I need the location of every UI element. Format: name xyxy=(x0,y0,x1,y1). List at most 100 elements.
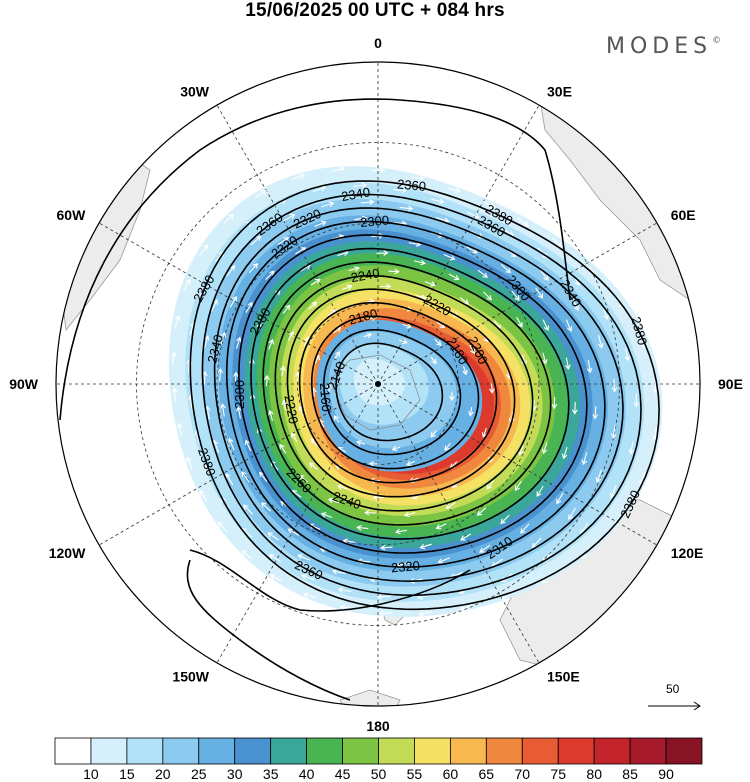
wind-arrow xyxy=(337,484,348,490)
contour-label-text: 2240 xyxy=(350,265,381,285)
wind-arrow xyxy=(287,528,300,536)
wind-arrow xyxy=(434,338,442,346)
colorbar-box-13 xyxy=(521,737,559,765)
longitude-label-150E: 150E xyxy=(547,669,580,685)
wind-arrow xyxy=(571,298,580,311)
wind-arrow xyxy=(204,334,210,349)
wind-arrow xyxy=(265,270,275,280)
wind-arrow xyxy=(500,514,510,525)
wind-arrow xyxy=(624,347,631,362)
contour-label: 2240 xyxy=(350,265,381,285)
wind-arrow xyxy=(348,266,360,272)
wind-arrow xyxy=(486,480,495,490)
contour-2360 xyxy=(201,193,642,597)
longitude-label-90E: 90E xyxy=(718,376,743,392)
colorbar-box-10 xyxy=(414,737,451,765)
map-title: 15/06/2025 00 UTC + 084 hrs xyxy=(245,0,505,21)
wind-arrow xyxy=(186,456,193,470)
wind-arrow xyxy=(243,504,254,515)
wind-arrow xyxy=(602,306,609,320)
contour-label: 2340 xyxy=(204,333,226,365)
wind-arrow xyxy=(268,338,274,350)
wind-arrow xyxy=(339,604,354,611)
wind-arrow xyxy=(281,399,288,411)
wind-arrow xyxy=(511,290,520,301)
wind-arrow xyxy=(517,217,529,227)
wind-arrow xyxy=(435,523,447,530)
colorbar-tick-25: 25 xyxy=(191,766,207,782)
longitude-label-120E: 120E xyxy=(671,545,704,561)
colorbar-box-15 xyxy=(593,737,631,765)
wind-arrow xyxy=(297,554,311,561)
wind-arrow xyxy=(199,490,208,502)
colorbar-tick-70: 70 xyxy=(515,766,531,782)
longitude-label-150W: 150W xyxy=(172,669,209,685)
wind-arrow xyxy=(269,574,283,582)
wind-arrow xyxy=(320,512,333,519)
longitude-label-180: 180 xyxy=(366,718,390,734)
wind-arrow xyxy=(609,485,617,499)
wind-arrow xyxy=(308,301,318,310)
contour-2260 xyxy=(262,261,552,526)
wind-arrow xyxy=(462,365,468,376)
wind-arrow xyxy=(248,262,259,274)
contour-label-text: 2220 xyxy=(281,394,301,425)
longitude-label-30W: 30W xyxy=(180,83,210,99)
brand-name: MODES xyxy=(606,34,713,59)
colorbar-tick-35: 35 xyxy=(263,766,279,782)
wind-arrow xyxy=(586,360,593,374)
wind-arrow xyxy=(226,265,236,277)
colorbar-tick-65: 65 xyxy=(479,766,495,782)
wind-arrow xyxy=(267,532,279,541)
wind-arrow xyxy=(447,187,461,194)
coastlines xyxy=(329,354,421,431)
wind-arrow xyxy=(298,474,309,483)
longitude-label-60W: 60W xyxy=(57,207,87,223)
wind-arrow xyxy=(592,406,599,420)
wind-arrow xyxy=(388,268,400,275)
colorbar-box-4 xyxy=(198,737,236,765)
wind-arrow xyxy=(223,213,234,224)
wind-arrow xyxy=(633,393,640,408)
longitude-label-30E: 30E xyxy=(547,83,572,99)
wind-arrow xyxy=(333,415,340,423)
wind-arrow xyxy=(479,544,491,553)
colorbar-boxes xyxy=(54,737,703,765)
colorbar-tick-85: 85 xyxy=(622,766,638,782)
wind-arrow xyxy=(235,336,242,349)
wind-arrow xyxy=(250,235,262,246)
contour-2160 xyxy=(323,329,462,456)
colorbar-box-8 xyxy=(342,737,379,765)
wind-arrow xyxy=(489,383,495,394)
wind-arrow xyxy=(413,259,426,266)
wind-arrow xyxy=(282,304,291,314)
colorbar-tick-50: 50 xyxy=(371,766,387,782)
wind-arrow xyxy=(597,335,604,349)
colorbar-box-0 xyxy=(54,737,92,765)
wind-arrow xyxy=(542,319,550,332)
wind-arrow xyxy=(356,524,369,531)
colorbar-box-11 xyxy=(449,737,487,765)
wind-arrow xyxy=(402,323,412,329)
wind-arrow xyxy=(287,331,294,341)
wind-arrow xyxy=(444,442,451,451)
wind-arrow xyxy=(483,291,492,301)
wind-arrow xyxy=(376,593,391,600)
wind-arrow xyxy=(437,557,450,564)
wind-arrow xyxy=(334,351,341,359)
wind-arrow xyxy=(572,402,578,415)
wind-arrow xyxy=(516,316,523,328)
contour-label-text: 2320 xyxy=(390,558,420,575)
wind-arrow xyxy=(368,461,379,467)
colorbar-tick-15: 15 xyxy=(119,766,135,782)
colorbar-box-1 xyxy=(90,737,128,765)
wind-arrow xyxy=(211,299,218,312)
wind-arrow xyxy=(551,397,558,410)
wind-arrow xyxy=(309,462,318,470)
wind-arrow xyxy=(171,387,178,402)
wind-arrow xyxy=(310,278,321,286)
wind-arrow xyxy=(448,273,460,281)
colorbar-box-14 xyxy=(557,737,595,765)
contour-label-text: 2300 xyxy=(232,380,247,409)
